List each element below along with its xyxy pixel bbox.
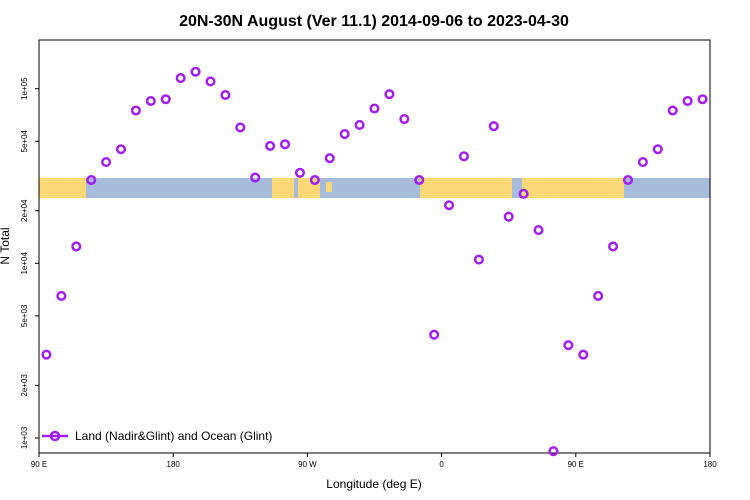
x-axis-label: Longitude (deg E) [326, 477, 421, 491]
data-point [130, 105, 141, 116]
data-point [369, 103, 380, 114]
data-point [622, 174, 634, 186]
land-segment-north-america-west [272, 178, 294, 198]
data-point [652, 144, 663, 155]
data-point [71, 241, 82, 252]
data-point [458, 151, 470, 162]
data-point [294, 167, 305, 178]
y-axis: 1e+03 2e+03 5e+03 1e+04 2e+04 5e+04 1e+05 [20, 77, 39, 449]
y-axis-label: N Total [0, 227, 12, 264]
land-segment-caribbean [326, 182, 332, 192]
data-point [101, 157, 112, 168]
x-tick-label: 180 [167, 460, 181, 469]
data-point [86, 174, 97, 186]
data-point [41, 349, 52, 360]
data-point [473, 254, 484, 265]
data-point [324, 153, 335, 164]
data-point [533, 225, 544, 236]
data-point [384, 89, 395, 100]
land-segment-africa-arabia [420, 178, 512, 198]
data-point [175, 73, 186, 84]
x-tick-label: 90 E [31, 460, 47, 469]
y-tick-label: 2e+03 [20, 374, 29, 397]
data-point [667, 105, 678, 116]
data-point [399, 114, 410, 125]
data-point [205, 76, 216, 87]
data-point [488, 121, 499, 132]
land-segment-north-america-east [298, 178, 320, 198]
y-tick-label: 5e+04 [20, 129, 29, 152]
data-point [56, 290, 67, 302]
land-segment-india-asia [522, 178, 624, 198]
data-point [309, 174, 320, 186]
data-point [637, 157, 648, 168]
data-point [563, 340, 574, 351]
x-tick-label: 0 [439, 460, 444, 469]
data-point [235, 122, 246, 133]
data-point [279, 139, 291, 150]
chart-title: 20N-30N August (Ver 11.1) 2014-09-06 to … [179, 13, 569, 30]
x-axis: 90 E 180 90 W 0 90 E 180 [31, 453, 717, 469]
data-point [145, 95, 156, 107]
y-tick-label: 1e+03 [20, 426, 29, 449]
data-point [429, 329, 440, 340]
data-point [444, 200, 455, 211]
data-point [548, 446, 559, 457]
data-point [578, 349, 589, 360]
land-segment-asia [39, 178, 86, 198]
plot-frame [38, 39, 711, 454]
data-point [354, 119, 365, 130]
x-tick-label: 90 W [298, 460, 317, 469]
data-point [414, 174, 425, 186]
data-point [160, 94, 171, 105]
data-point [682, 95, 693, 107]
data-point [503, 211, 514, 222]
data-point [697, 94, 708, 105]
data-point [339, 128, 350, 140]
legend-label: Land (Nadir&Glint) and Ocean (Glint) [75, 429, 272, 443]
y-tick-label: 1e+04 [20, 252, 29, 275]
legend: Land (Nadir&Glint) and Ocean (Glint) [42, 429, 272, 443]
data-point [115, 144, 127, 155]
data-point [265, 140, 276, 151]
legend-marker [49, 430, 61, 442]
data-point [608, 241, 619, 252]
x-tick-label: 180 [703, 460, 717, 469]
y-tick-label: 5e+03 [20, 304, 29, 327]
data-point [518, 188, 529, 199]
data-point [593, 290, 604, 302]
data-points [41, 66, 708, 457]
data-point [220, 89, 231, 101]
y-tick-label: 1e+05 [20, 77, 29, 100]
x-tick-label: 90 E [568, 460, 584, 469]
world-map-strip [39, 178, 710, 198]
data-point [190, 66, 201, 77]
y-tick-label: 2e+04 [20, 199, 29, 222]
data-point [250, 172, 261, 183]
